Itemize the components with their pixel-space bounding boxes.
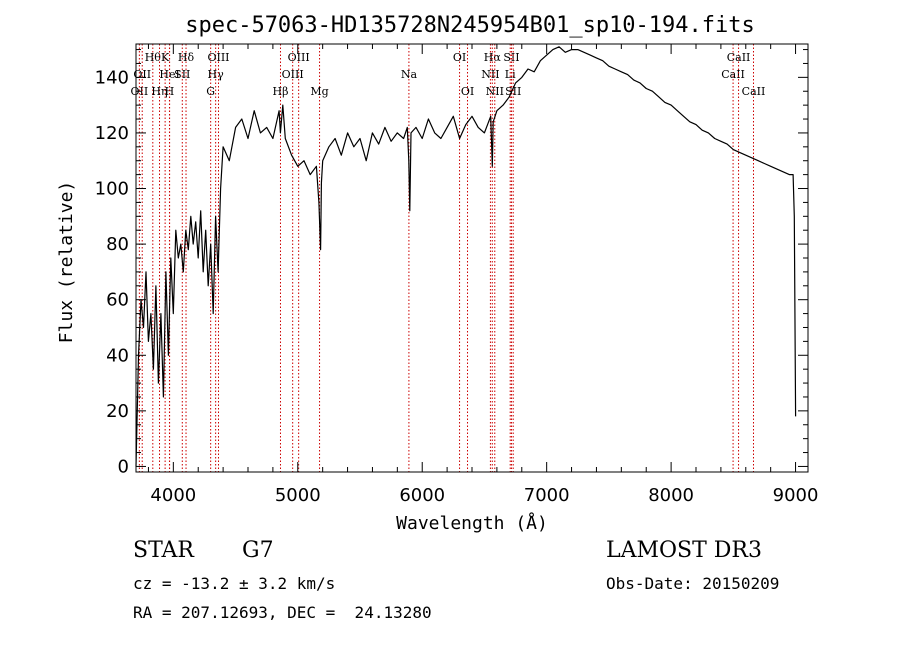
redshift-label: cz = -13.2 ± 3.2 km/s (133, 574, 336, 593)
line-marker-label: CaII (742, 85, 766, 98)
x-tick-label: 6000 (399, 485, 445, 506)
spectral-subclass-label: G7 (242, 538, 274, 563)
object-class-label: STAR (133, 538, 194, 563)
survey-label: LAMOST DR3 (606, 538, 762, 563)
line-marker-label: Na (401, 68, 418, 81)
x-axis-label: Wavelength (Å) (396, 512, 548, 534)
x-tick-label: 8000 (648, 485, 694, 506)
line-marker-label: HeI (159, 68, 179, 81)
line-marker-label: K (161, 51, 170, 64)
line-marker-label: NII (481, 68, 499, 81)
x-tick-label: 4000 (150, 485, 196, 506)
line-marker-label: SII (174, 68, 190, 81)
line-marker-label: Hγ (208, 68, 225, 81)
y-tick-label: 0 (118, 456, 129, 477)
y-axis-label: Flux (relative) (56, 181, 77, 344)
line-marker-label: Hη (151, 85, 167, 98)
y-tick-label: 100 (95, 179, 129, 200)
line-marker-label: Hδ (178, 51, 195, 64)
obs-date-label: Obs-Date: 20150209 (606, 574, 780, 593)
line-marker-label: SII (503, 51, 519, 64)
line-marker-label: H (165, 85, 175, 98)
line-marker-label: Hβ (273, 85, 289, 98)
x-tick-label: 7000 (524, 485, 570, 506)
x-tick-label: 9000 (773, 485, 819, 506)
line-marker-label: Li (505, 68, 516, 81)
line-marker-label: Mg (310, 85, 328, 98)
spectrum-line (135, 46, 797, 467)
coordinates-label: RA = 207.12693, DEC = 24.13280 (133, 603, 432, 622)
line-marker-label: NII (486, 85, 504, 98)
y-tick-label: 120 (95, 123, 129, 144)
y-tick-label: 60 (106, 290, 129, 311)
line-marker-label: OI (453, 51, 466, 64)
line-marker-label: OIII (282, 68, 304, 81)
x-tick-label: 5000 (275, 485, 321, 506)
plot-frame (135, 43, 809, 473)
y-tick-label: 140 (95, 67, 129, 88)
line-marker-label: Hθ (145, 51, 162, 64)
line-marker-label: Hα (484, 51, 502, 64)
line-marker-label: SII (505, 85, 521, 98)
y-tick-label: 80 (106, 234, 129, 255)
line-marker-label: OIII (207, 51, 229, 64)
line-marker-label: CaII (727, 51, 751, 64)
line-marker-label: CaII (721, 68, 745, 81)
y-tick-label: 40 (106, 345, 129, 366)
line-marker-label: OIII (288, 51, 310, 64)
chart-title: spec-57063-HD135728N245954B01_sp10-194.f… (185, 13, 755, 38)
line-marker-label: OI (461, 85, 474, 98)
y-tick-label: 20 (106, 401, 129, 422)
line-marker-label: G (206, 85, 215, 98)
